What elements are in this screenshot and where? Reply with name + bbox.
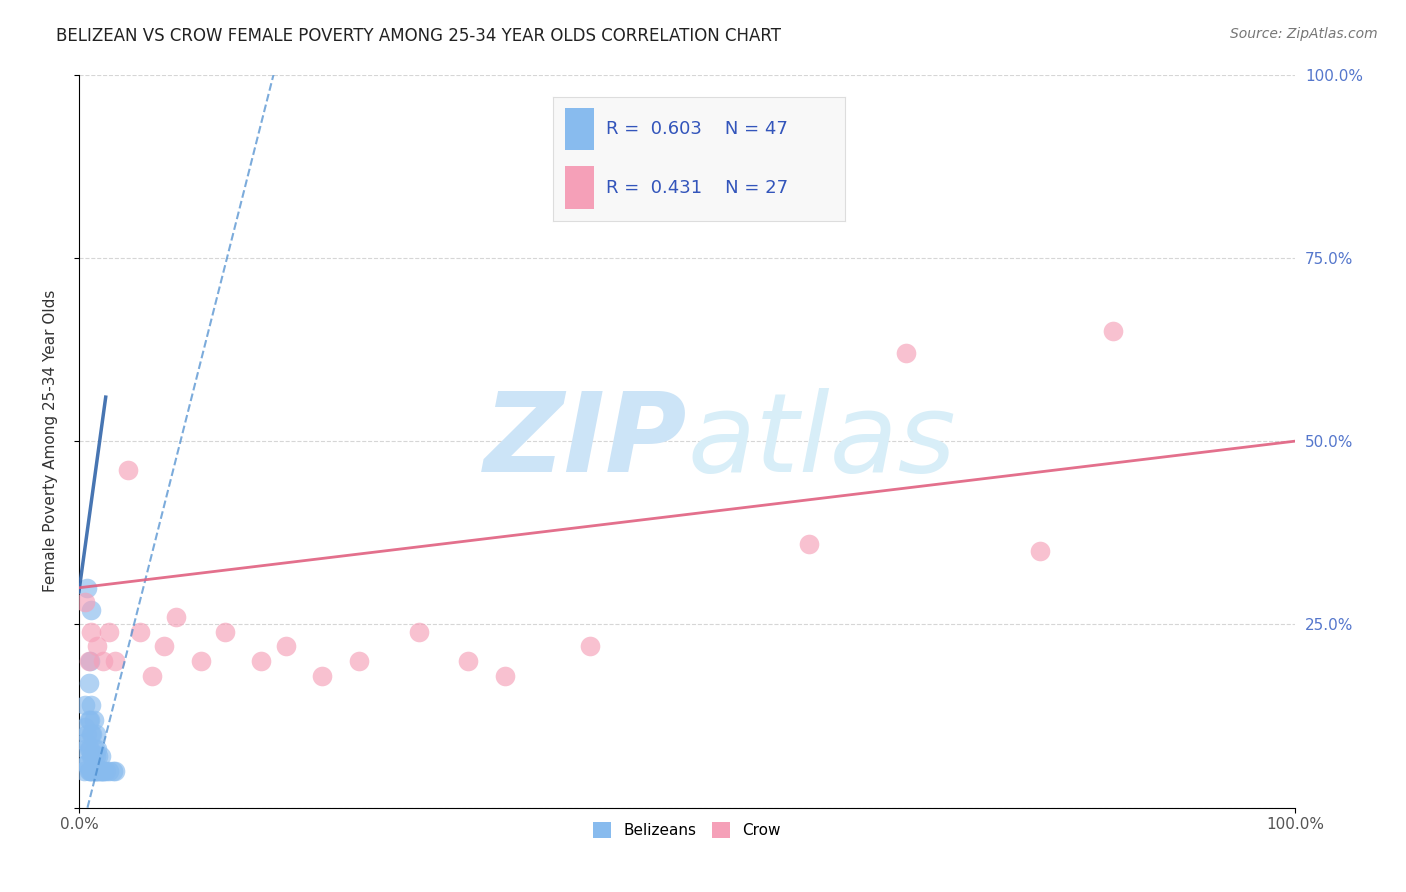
Point <box>894 346 917 360</box>
Point <box>91 764 114 778</box>
Text: BELIZEAN VS CROW FEMALE POVERTY AMONG 25-34 YEAR OLDS CORRELATION CHART: BELIZEAN VS CROW FEMALE POVERTY AMONG 25… <box>56 27 782 45</box>
Point <box>77 764 100 778</box>
Point <box>76 727 98 741</box>
Point <box>89 764 111 778</box>
Point <box>91 764 114 778</box>
Point <box>84 749 107 764</box>
Point <box>1029 544 1052 558</box>
Point <box>87 764 110 778</box>
Point <box>98 624 121 639</box>
Point <box>408 624 430 639</box>
Point <box>73 698 96 712</box>
Point <box>75 756 97 771</box>
Point <box>91 654 114 668</box>
Point <box>90 764 112 778</box>
Point <box>80 764 103 778</box>
Y-axis label: Female Poverty Among 25-34 Year Olds: Female Poverty Among 25-34 Year Olds <box>44 290 58 592</box>
Point <box>87 749 110 764</box>
Point <box>90 749 112 764</box>
Point <box>73 595 96 609</box>
Point <box>79 742 101 756</box>
Point <box>104 764 127 778</box>
Point <box>83 749 105 764</box>
Point <box>82 727 104 741</box>
Point <box>77 742 100 756</box>
Point <box>214 624 236 639</box>
Text: atlas: atlas <box>688 388 956 495</box>
Point <box>76 581 98 595</box>
Point <box>128 624 150 639</box>
Point <box>94 764 117 778</box>
Point <box>93 764 115 778</box>
Point <box>117 463 139 477</box>
Point <box>80 749 103 764</box>
Point <box>73 764 96 778</box>
Point <box>76 756 98 771</box>
Point <box>98 764 121 778</box>
Point <box>101 764 124 778</box>
Point <box>250 654 273 668</box>
Point <box>83 764 105 778</box>
Point <box>86 764 108 778</box>
Point <box>77 654 100 668</box>
Point <box>80 727 103 741</box>
Point <box>79 654 101 668</box>
Point <box>84 764 107 778</box>
Point <box>457 654 479 668</box>
Point <box>83 742 105 756</box>
Point <box>73 742 96 756</box>
Point <box>86 742 108 756</box>
Point <box>274 640 297 654</box>
Point <box>80 603 103 617</box>
Point <box>494 669 516 683</box>
Point <box>86 640 108 654</box>
Point <box>82 749 104 764</box>
Point <box>737 155 759 169</box>
Point <box>1101 324 1123 338</box>
Point <box>79 764 101 778</box>
Legend: Belizeans, Crow: Belizeans, Crow <box>586 816 787 844</box>
Point <box>797 537 820 551</box>
Point <box>79 713 101 727</box>
Point <box>77 713 100 727</box>
Point <box>153 640 176 654</box>
Point <box>347 654 370 668</box>
Point <box>84 727 107 741</box>
Point <box>578 640 600 654</box>
Point <box>83 713 105 727</box>
Point <box>80 698 103 712</box>
Point <box>311 669 333 683</box>
Point <box>73 720 96 734</box>
Text: ZIP: ZIP <box>484 388 688 495</box>
Point <box>83 764 105 778</box>
Point <box>82 764 104 778</box>
Point <box>77 676 100 690</box>
Point <box>75 735 97 749</box>
Point <box>141 669 163 683</box>
Point <box>165 610 187 624</box>
Point <box>104 654 127 668</box>
Text: Source: ZipAtlas.com: Source: ZipAtlas.com <box>1230 27 1378 41</box>
Point <box>190 654 212 668</box>
Point <box>80 624 103 639</box>
